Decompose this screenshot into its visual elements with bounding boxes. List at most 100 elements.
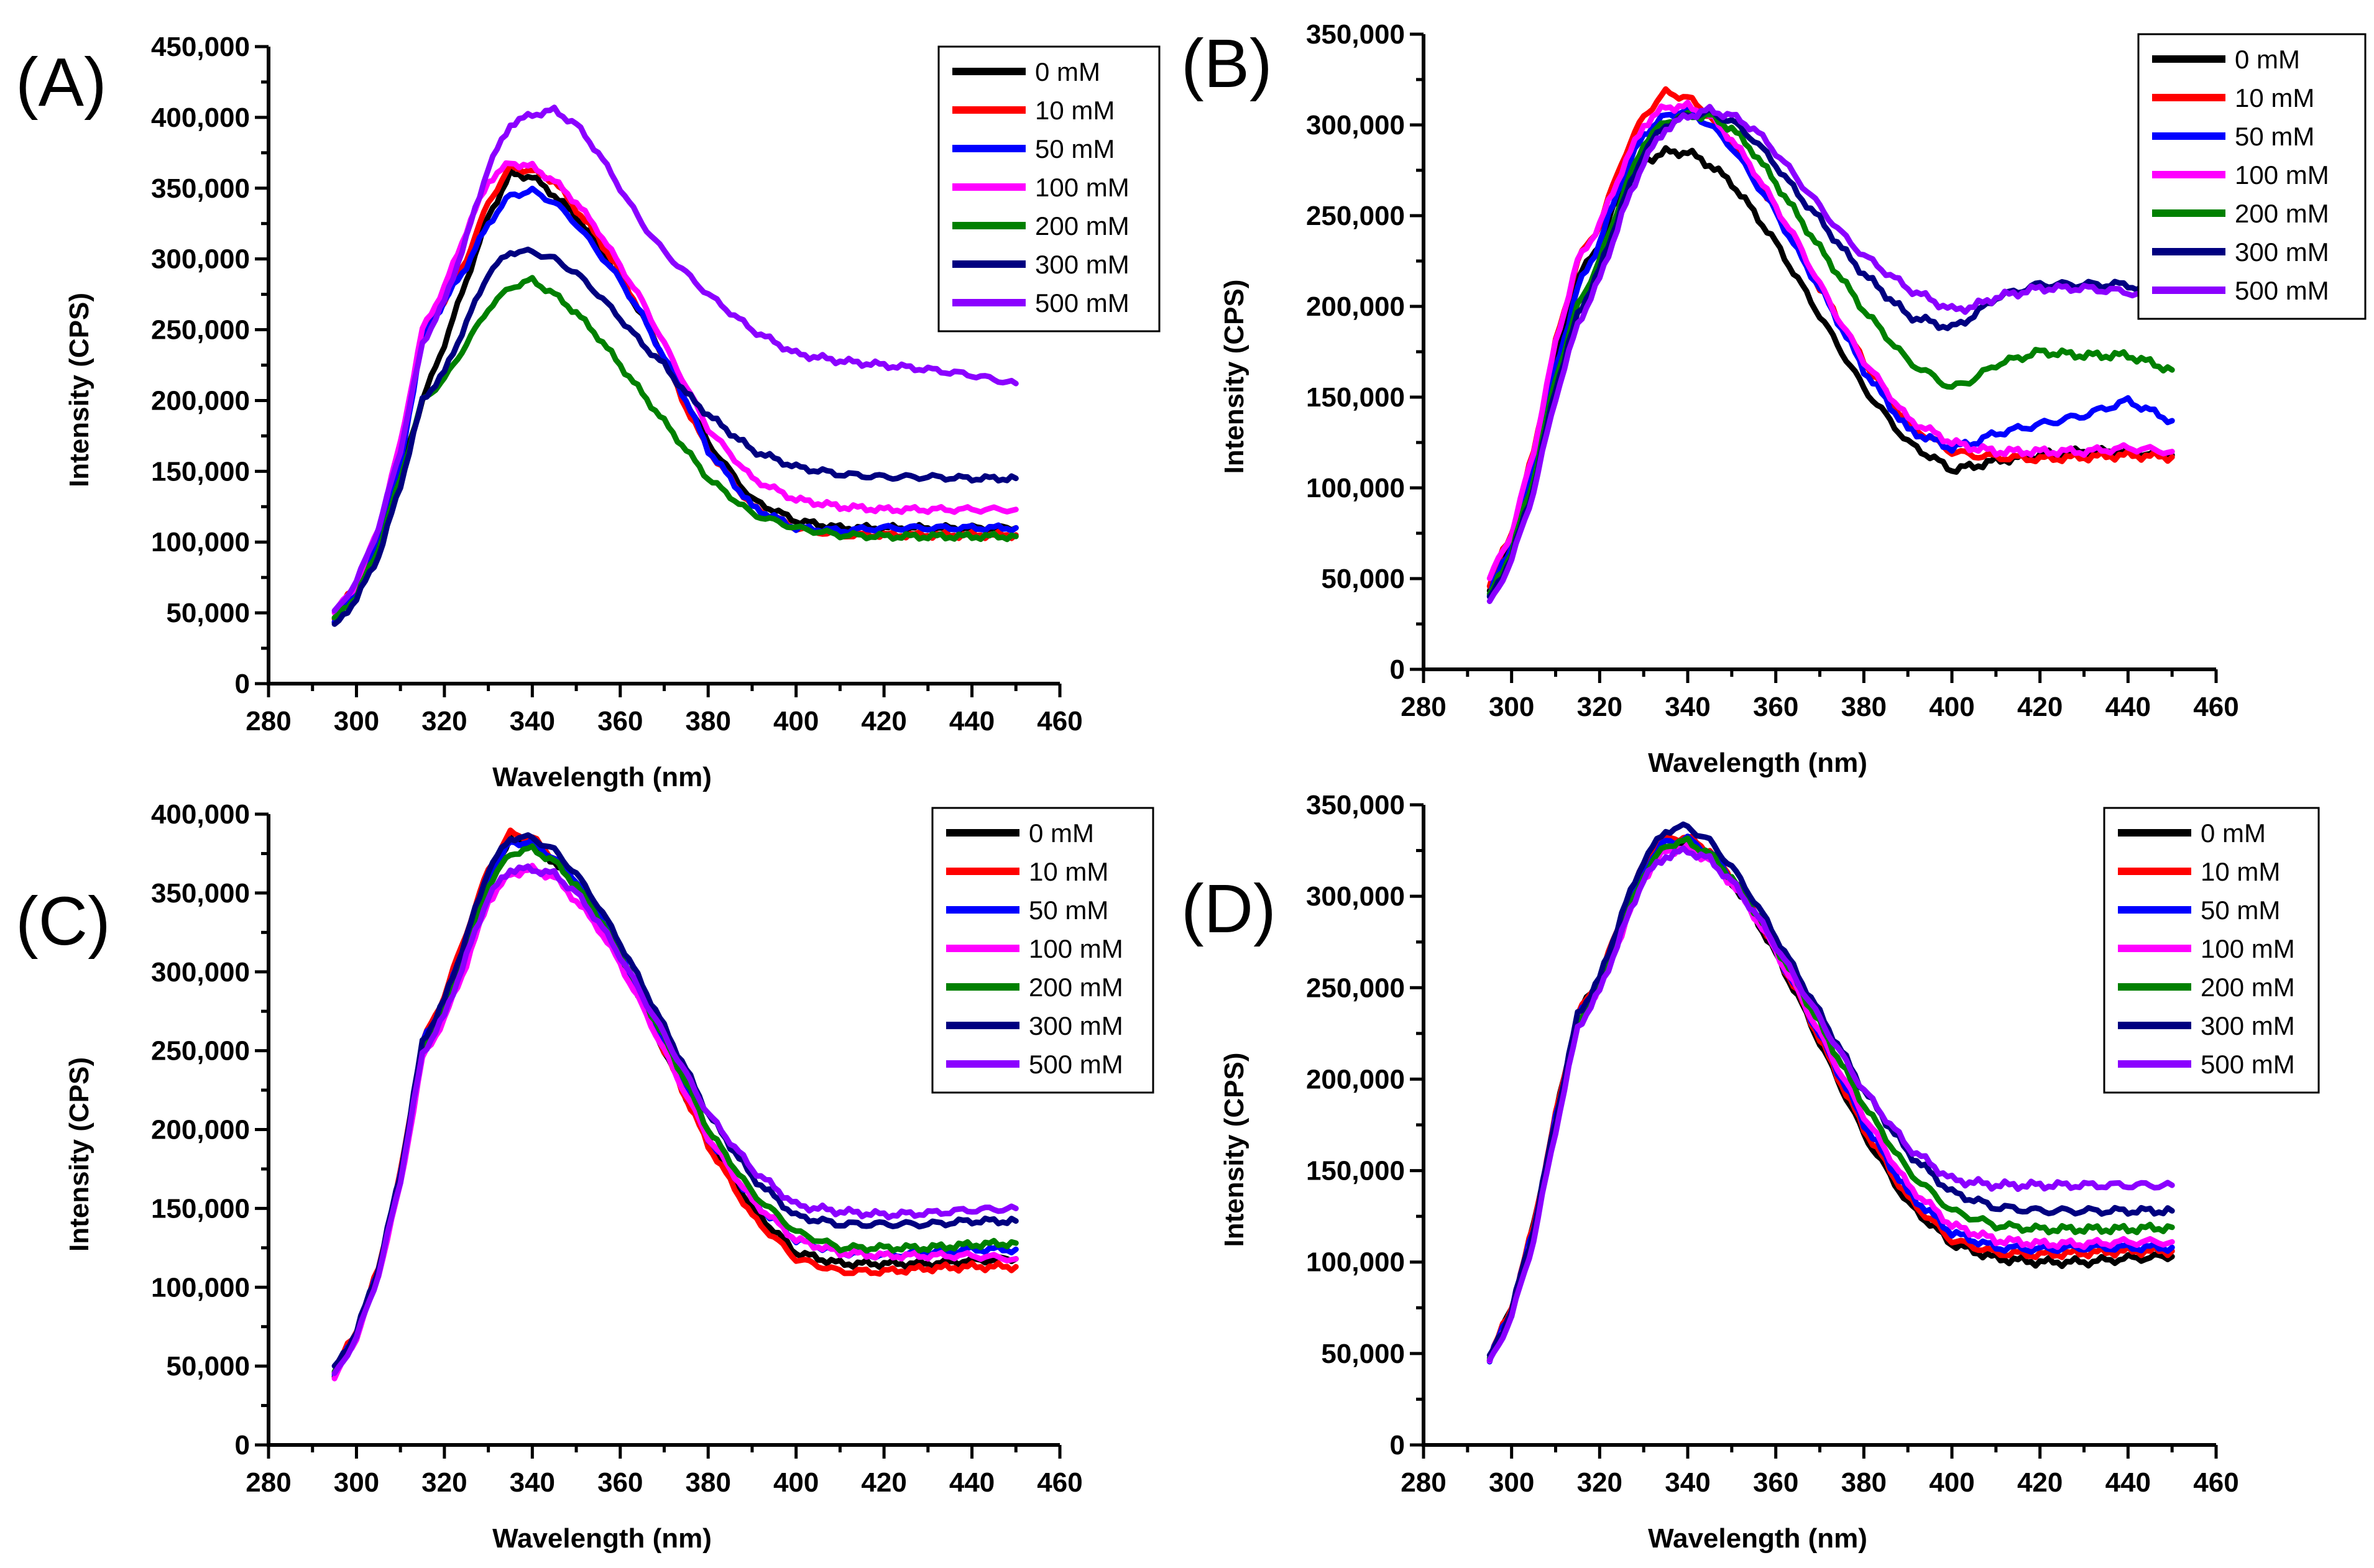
y-tick-label: 250,000 <box>1306 201 1405 231</box>
y-tick-label: 150,000 <box>1306 1156 1405 1186</box>
y-tick-label: 50,000 <box>1321 1339 1405 1369</box>
x-tick-label: 440 <box>2105 1467 2151 1498</box>
x-tick-label: 320 <box>1577 692 1622 722</box>
y-tick-label: 0 <box>235 669 250 699</box>
chart-panel: (A) 280 300 320 340 360 380 400 420 440 460 0 50,000… <box>16 32 1161 792</box>
series-line <box>1486 841 2175 1364</box>
y-tick-label: 150,000 <box>151 456 250 487</box>
y-tick-label: 150,000 <box>1306 382 1405 413</box>
series-line <box>331 168 1019 625</box>
y-tick-label: 250,000 <box>1306 973 1405 1003</box>
y-tick-label: 350,000 <box>151 173 250 204</box>
y-tick-label: 250,000 <box>151 1036 250 1066</box>
y-tick-label: 100,000 <box>1306 473 1405 503</box>
y-tick-label: 300,000 <box>151 957 250 988</box>
legend-label: 0 mM <box>2201 818 2266 848</box>
legend-label: 200 mM <box>1029 973 1123 1002</box>
x-tick-label: 360 <box>1753 1467 1798 1498</box>
x-tick-label: 440 <box>949 1467 995 1498</box>
legend-label: 300 mM <box>1029 1011 1123 1040</box>
legend-label: 0 mM <box>2235 45 2300 74</box>
y-tick-label: 200,000 <box>151 1115 250 1145</box>
x-tick-label: 340 <box>1665 1467 1710 1498</box>
x-tick-label: 460 <box>1037 1467 1082 1498</box>
y-axis-title: Intensity (CPS) <box>64 293 94 487</box>
series-line <box>331 185 1019 625</box>
legend-label: 200 mM <box>1035 211 1129 241</box>
y-tick-label: 300,000 <box>151 244 250 275</box>
series-line <box>1486 832 2175 1364</box>
x-tick-label: 440 <box>2105 692 2151 722</box>
x-tick-label: 340 <box>510 706 555 736</box>
series-line <box>331 827 1019 1376</box>
y-tick-label: 0 <box>1390 654 1405 685</box>
x-tick-label: 460 <box>1037 706 1082 736</box>
y-tick-label: 200,000 <box>151 385 250 416</box>
x-tick-label: 420 <box>2017 1467 2063 1498</box>
y-tick-label: 150,000 <box>151 1193 250 1224</box>
x-tick-label: 300 <box>334 1467 379 1498</box>
x-axis-title: Wavelength (nm) <box>1648 1523 1867 1554</box>
y-tick-label: 400,000 <box>151 799 250 830</box>
y-tick-label: 200,000 <box>1306 1064 1405 1094</box>
x-tick-label: 300 <box>1489 1467 1534 1498</box>
legend-label: 100 mM <box>2201 934 2295 963</box>
y-tick-label: 350,000 <box>1306 790 1405 820</box>
series-line <box>331 863 1019 1382</box>
x-tick-label: 400 <box>1929 692 1974 722</box>
x-tick-label: 280 <box>246 1467 291 1498</box>
chart-panel: (D) 280 300 320 340 360 380 400 420 440 460 0 50,000… <box>1181 790 2320 1554</box>
y-axis-title: Intensity (CPS) <box>64 1057 94 1252</box>
x-tick-label: 300 <box>1489 692 1534 722</box>
x-tick-label: 460 <box>2193 692 2238 722</box>
y-tick-label: 100,000 <box>1306 1247 1405 1278</box>
series-line <box>1486 833 2175 1365</box>
series-line <box>1486 109 2175 597</box>
y-tick-label: 300,000 <box>1306 881 1405 912</box>
series-line <box>331 863 1019 1377</box>
series-line <box>1486 104 2175 604</box>
x-tick-label: 440 <box>949 706 995 736</box>
series-line <box>331 246 1019 627</box>
chart-panel: (C) 280 300 320 340 360 380 400 420 440 460 0 50,000… <box>16 799 1154 1554</box>
series-line <box>331 843 1019 1375</box>
x-tick-label: 320 <box>1577 1467 1622 1498</box>
x-tick-label: 320 <box>421 706 467 736</box>
y-tick-label: 250,000 <box>151 315 250 346</box>
chart-panel: (B) 280 300 320 340 360 380 400 420 440 460 0 50,000… <box>1181 19 2367 778</box>
legend-label: 0 mM <box>1029 818 1094 848</box>
series-line <box>1486 145 2175 594</box>
y-tick-label: 50,000 <box>166 1351 250 1382</box>
legend-label: 200 mM <box>2235 199 2329 228</box>
x-axis-title: Wavelength (nm) <box>492 762 712 792</box>
legend-label: 300 mM <box>2235 237 2329 267</box>
legend-label: 100 mM <box>1035 173 1129 202</box>
legend-label: 10 mM <box>1029 857 1108 886</box>
legend-label: 10 mM <box>2201 857 2280 886</box>
series-line <box>331 837 1019 1378</box>
series-line <box>1486 834 2175 1364</box>
legend-label: 200 mM <box>2201 973 2295 1002</box>
series-line <box>331 104 1019 614</box>
x-tick-label: 380 <box>1841 1467 1887 1498</box>
x-tick-label: 280 <box>246 706 291 736</box>
legend-label: 10 mM <box>1035 96 1115 125</box>
panel-label: (B) <box>1181 25 1272 102</box>
x-tick-label: 360 <box>597 1467 643 1498</box>
x-tick-label: 380 <box>686 706 731 736</box>
x-tick-label: 360 <box>1753 692 1798 722</box>
axis-lines <box>1422 805 2216 1447</box>
legend-label: 500 mM <box>1035 288 1129 318</box>
x-tick-label: 400 <box>773 1467 819 1498</box>
x-tick-label: 320 <box>421 1467 467 1498</box>
series-line <box>331 275 1019 621</box>
x-axis-title: Wavelength (nm) <box>1648 748 1867 778</box>
series-line <box>331 834 1019 1380</box>
legend-label: 50 mM <box>2201 896 2280 925</box>
x-tick-label: 380 <box>1841 692 1887 722</box>
y-axis-title: Intensity (CPS) <box>1219 1053 1249 1247</box>
x-tick-label: 420 <box>861 1467 906 1498</box>
panel-label: (A) <box>16 44 107 121</box>
x-tick-label: 460 <box>2193 1467 2238 1498</box>
